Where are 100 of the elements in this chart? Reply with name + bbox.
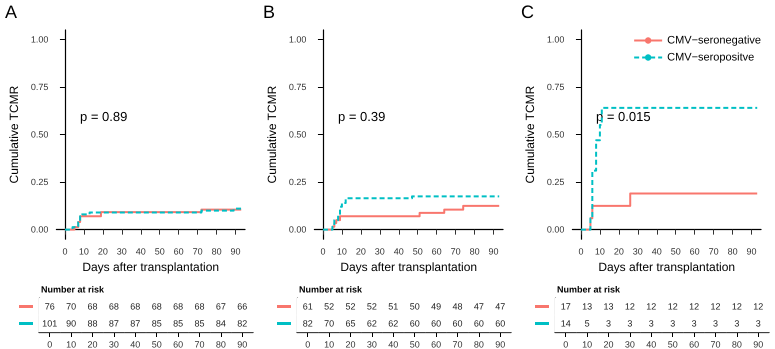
y-tick-label: 0.50	[30, 130, 48, 140]
data-label: 82	[237, 318, 248, 328]
x-tick-label: 10	[66, 340, 76, 349]
x-tick-label: 10	[336, 246, 347, 257]
x-tick-label: 40	[394, 246, 404, 257]
y-tick-label: 1.00	[288, 34, 306, 45]
x-tick-label: 0	[320, 246, 326, 257]
chart-title: Number at risk	[299, 284, 364, 294]
x-tick-label: 60	[690, 246, 700, 257]
x-tick-label: 90	[237, 340, 248, 349]
x-tick-label: 50	[152, 340, 162, 349]
annotation: p = 0.39	[338, 109, 386, 124]
x-tick-label: 70	[710, 340, 721, 349]
x-tick-label: 40	[652, 246, 662, 257]
x-tick-label: 50	[410, 340, 420, 349]
x-tick-label: 70	[192, 246, 203, 257]
data-label: 87	[108, 318, 119, 328]
y-tick-label: 0.25	[288, 177, 306, 188]
x-axis-title: Days after transplantation	[598, 260, 736, 274]
data-label: 3	[648, 318, 654, 328]
x-tick-label: 40	[130, 340, 140, 349]
data-label: 66	[237, 302, 248, 312]
y-tick-label: 1.00	[30, 34, 48, 45]
y-axis-title: Cumulative TCMR	[523, 85, 537, 184]
data-label: 60	[431, 318, 442, 328]
data-label: 13	[603, 302, 614, 312]
data-label: 52	[366, 302, 377, 312]
x-tick-label: 10	[78, 246, 89, 257]
annotation: p = 0.89	[80, 109, 128, 124]
data-label: 85	[194, 318, 205, 328]
data-label: 12	[732, 302, 742, 312]
x-tick-label: 80	[732, 340, 742, 349]
data-label: 3	[692, 318, 697, 328]
x-tick-label: 10	[582, 340, 592, 349]
data-label: 13	[582, 302, 592, 312]
data-label: 65	[345, 318, 356, 328]
x-tick-label: 90	[495, 340, 506, 349]
data-label: 12	[646, 302, 656, 312]
x-tick-label: 20	[614, 246, 624, 257]
x-tick-label: 70	[194, 340, 205, 349]
data-label: 3	[734, 318, 740, 328]
x-tick-label: 70	[450, 246, 461, 257]
x-axis-title: Days after transplantation	[340, 260, 478, 274]
x-tick-label: 60	[689, 340, 700, 349]
data-label: 62	[366, 318, 377, 328]
data-label: 51	[388, 302, 398, 312]
x-tick-label: 20	[603, 340, 614, 349]
x-tick-label: 80	[470, 246, 480, 257]
chart-title: C	[521, 2, 534, 22]
data-label: 68	[108, 302, 119, 312]
x-tick-label: 30	[366, 340, 377, 349]
x-tick-label: 30	[624, 340, 635, 349]
data-label: 62	[388, 318, 398, 328]
data-label: 85	[173, 318, 184, 328]
data-label: 101	[42, 318, 58, 328]
x-tick-label: 50	[668, 340, 678, 349]
x-tick-label: 30	[632, 246, 643, 257]
data-label: 85	[152, 318, 162, 328]
x-tick-label: 60	[173, 340, 184, 349]
legend-label: CMV−seropositve	[667, 52, 754, 64]
x-tick-label: 10	[594, 246, 605, 257]
x-tick-label: 90	[746, 246, 757, 257]
x-tick-label: 50	[412, 246, 423, 257]
data-label: 12	[624, 302, 635, 312]
data-label: 50	[410, 302, 420, 312]
y-tick-label: 0.25	[546, 177, 564, 188]
data-label: 90	[66, 318, 76, 328]
y-tick-label: 0.00	[546, 224, 564, 235]
x-tick-label: 0	[47, 340, 52, 349]
data-label: 60	[474, 318, 484, 328]
data-label: 76	[44, 302, 55, 312]
data-label: 14	[560, 318, 571, 328]
data-label: 61	[302, 302, 313, 312]
x-tick-label: 0	[62, 246, 68, 257]
data-label: 68	[130, 302, 140, 312]
x-tick-label: 20	[98, 246, 108, 257]
data-label: 17	[560, 302, 571, 312]
x-tick-label: 50	[670, 246, 681, 257]
data-label: 70	[324, 318, 334, 328]
data-label: 5	[584, 318, 590, 328]
x-tick-label: 90	[488, 246, 499, 257]
data-label: 68	[173, 302, 184, 312]
data-label: 68	[152, 302, 162, 312]
data-label: 52	[324, 302, 334, 312]
y-tick-label: 0.00	[288, 224, 306, 235]
data-label: 3	[670, 318, 676, 328]
data-label: 47	[495, 302, 506, 312]
y-tick-label: 0.00	[30, 224, 48, 235]
x-tick-label: 30	[108, 340, 119, 349]
x-tick-label: 60	[432, 246, 442, 257]
data-label: 87	[130, 318, 140, 328]
x-tick-label: 20	[345, 340, 356, 349]
data-label: 3	[712, 318, 718, 328]
x-tick-label: 0	[578, 246, 584, 257]
y-tick-label: 0.25	[30, 177, 48, 188]
x-tick-label: 90	[230, 246, 241, 257]
data-label: 12	[668, 302, 678, 312]
y-tick-label: 1.00	[546, 34, 564, 45]
data-label: 88	[87, 318, 98, 328]
x-tick-label: 0	[563, 340, 568, 349]
